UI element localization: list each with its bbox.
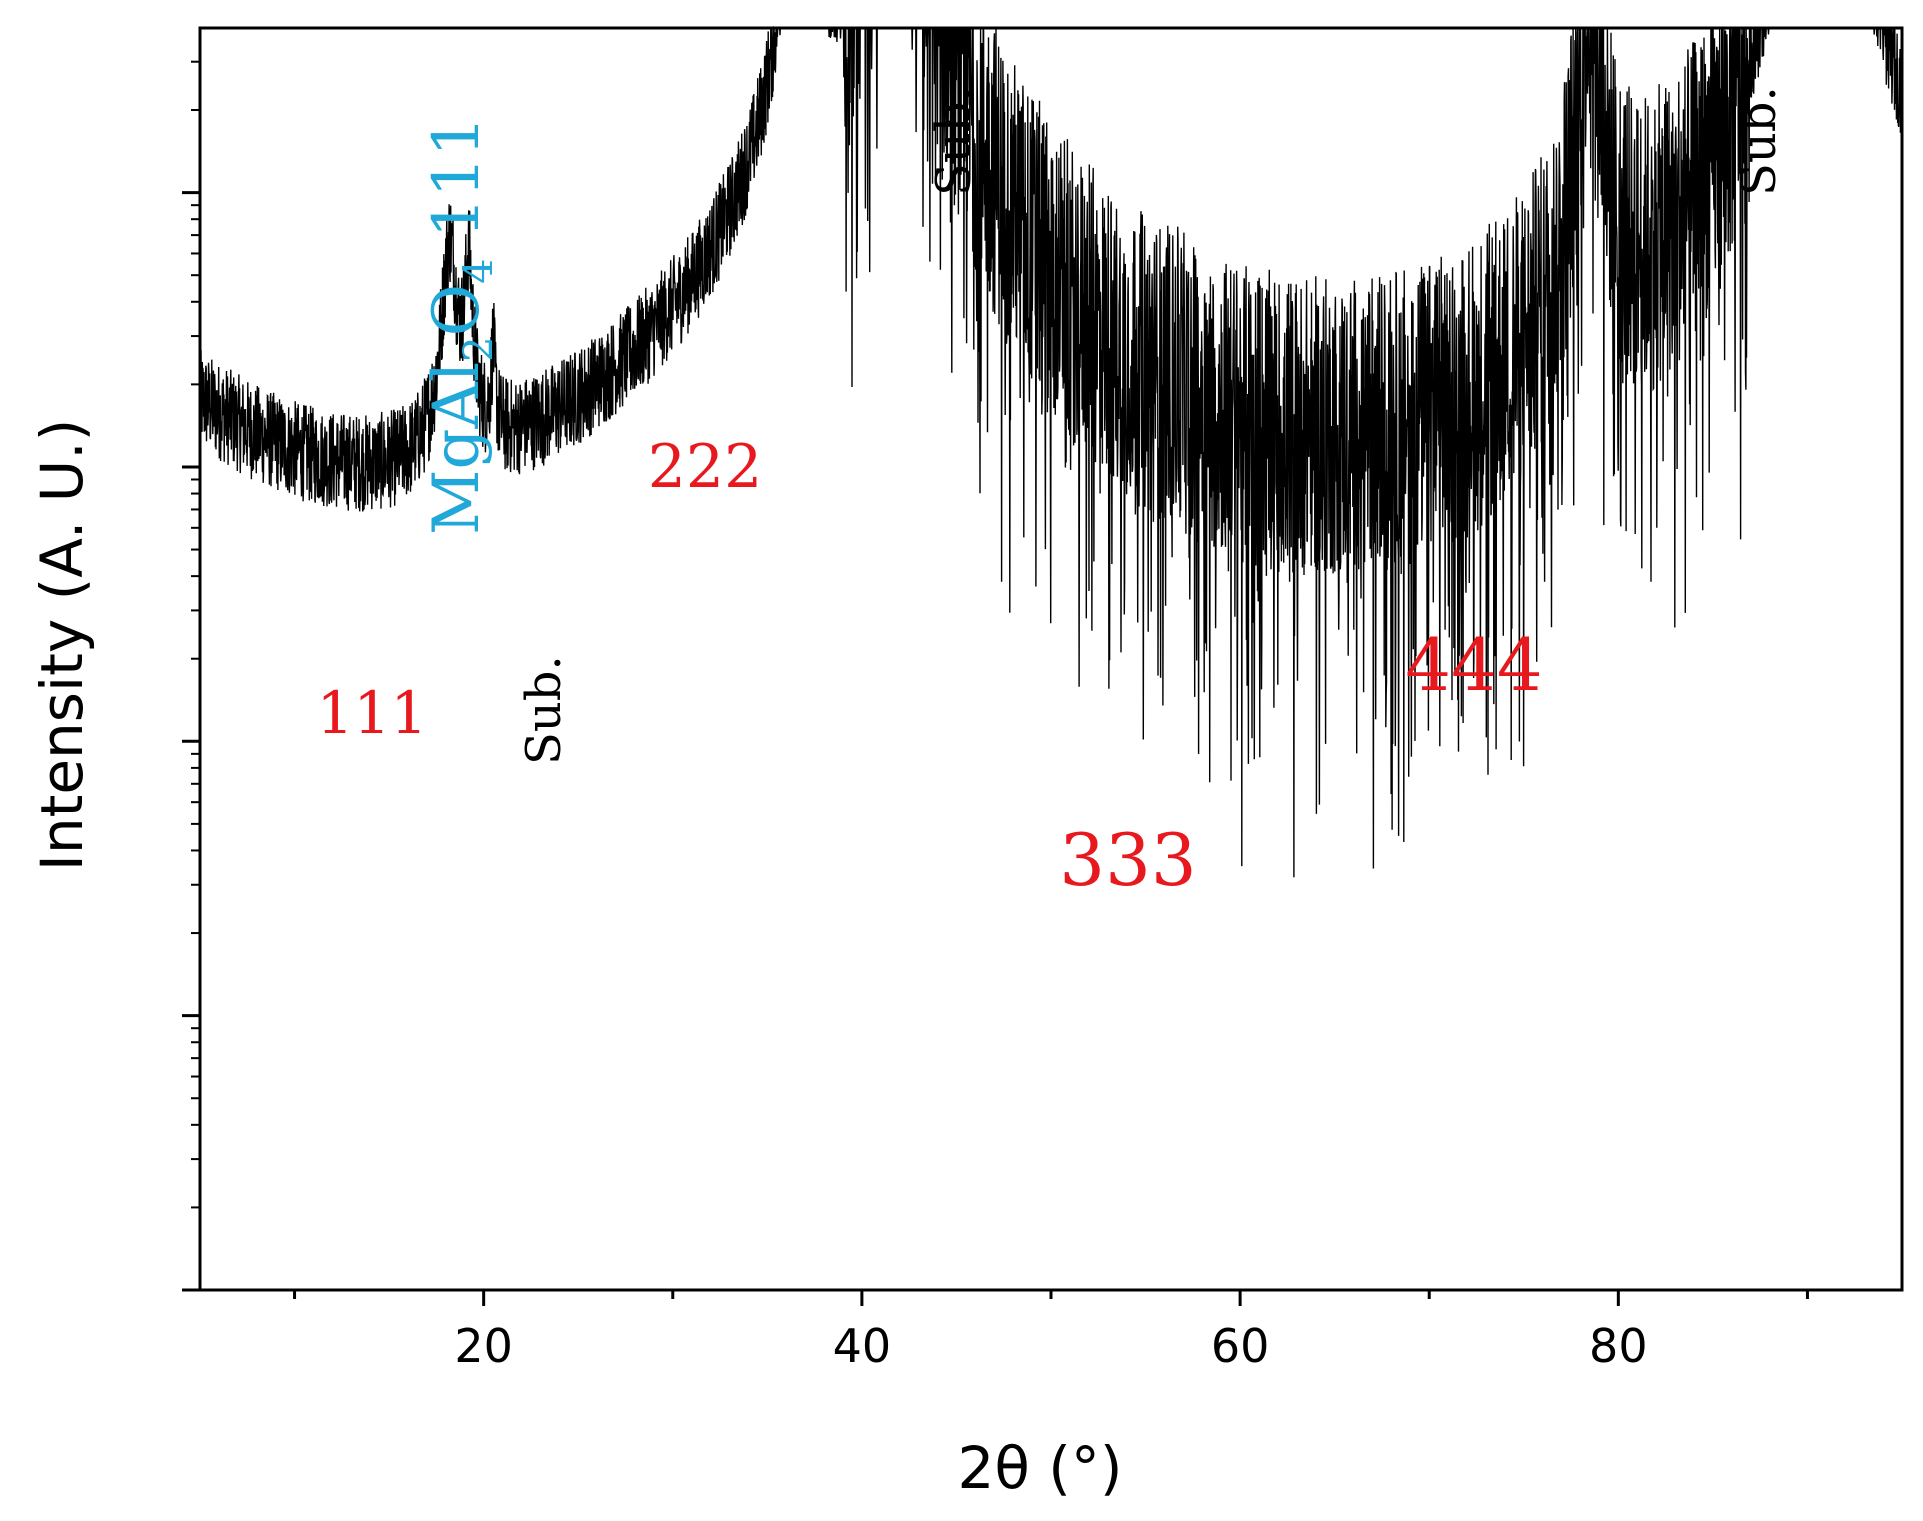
peak-label-333: 333 — [1059, 818, 1196, 902]
mgal-sub-4: 4 — [456, 258, 502, 283]
mgal-prefix: MgAl — [420, 362, 494, 535]
x-tick-label-40: 40 — [833, 1319, 892, 1373]
peak-label-444: 444 — [1405, 623, 1542, 707]
xrd-trace — [199, 25, 1903, 878]
peak-label-222: 222 — [648, 432, 763, 502]
x-axis-ticks: 20 40 60 80 — [293, 1290, 1809, 1373]
x-tick-label-80: 80 — [1589, 1319, 1648, 1373]
substrate-label-42: Sub. — [926, 86, 982, 196]
x-tick-label-60: 60 — [1211, 1319, 1270, 1373]
x-axis-title: 2θ (°) — [957, 1434, 1122, 1502]
peak-label-111: 111 — [317, 679, 428, 747]
y-axis-ticks — [182, 60, 200, 1292]
mgal2o4-111-label: MgAl2O4 111 — [420, 116, 502, 535]
substrate-label-90: Sub. — [1731, 86, 1787, 196]
mgal-suffix: 111 — [420, 116, 494, 259]
mgal-sub-2: 2 — [456, 336, 502, 361]
xrd-series-line — [199, 25, 1903, 878]
mgal-mid: O — [420, 284, 494, 336]
substrate-label-20: Sub. — [516, 655, 572, 765]
y-axis-title: Intensity (A. U.) — [28, 419, 96, 872]
x-tick-label-20: 20 — [454, 1319, 513, 1373]
